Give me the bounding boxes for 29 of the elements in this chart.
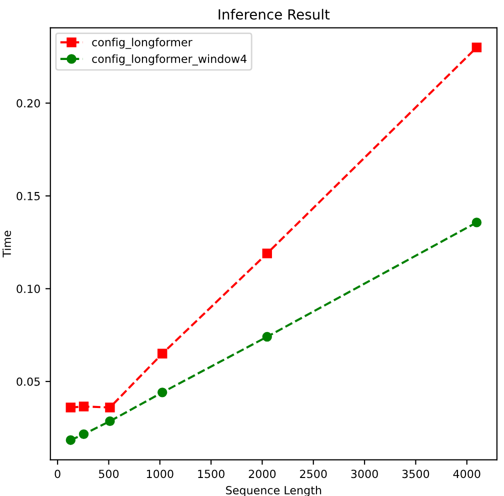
x-tick-label: 0 — [54, 470, 60, 478]
x-tick-label: 2500 — [300, 470, 327, 478]
y-tick-label: 0.05 — [16, 377, 40, 386]
point — [472, 42, 482, 52]
point — [78, 402, 89, 412]
x-tick-label: 3000 — [351, 470, 378, 478]
legend-label: config_longformer_window4 — [92, 54, 247, 66]
y-tick-label: 0.20 — [16, 99, 40, 108]
y-tick-label: 0.10 — [16, 284, 40, 294]
legend-label: config_longformer — [92, 38, 192, 49]
x-tick-label: 1500 — [198, 470, 224, 478]
point — [157, 348, 168, 359]
chart-title: Inference Result — [218, 8, 330, 20]
x-tick-label: 3500 — [402, 470, 430, 478]
point — [66, 435, 76, 445]
x-tick-label: 4000 — [453, 470, 480, 478]
point — [105, 416, 115, 426]
x-tick-label: 2000 — [248, 470, 276, 478]
x-tick-label: 500 — [98, 470, 119, 478]
x-tick-label: 1000 — [146, 470, 174, 478]
point — [157, 388, 168, 398]
y-axis-title: Time — [2, 230, 12, 258]
y-tick-label: 0.15 — [16, 192, 40, 200]
point — [472, 218, 482, 228]
point — [262, 332, 272, 342]
point — [78, 429, 89, 440]
point — [66, 402, 76, 412]
point — [105, 402, 115, 412]
point — [262, 248, 272, 258]
